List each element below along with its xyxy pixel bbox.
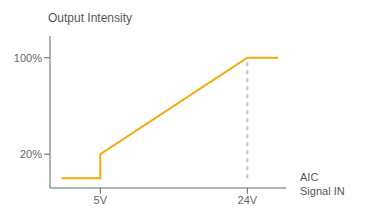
html-text:Output Intensity: Output Intensity (48, 11, 132, 25)
html-text:AIC Signal IN: AIC Signal IN (300, 171, 345, 197)
svg-text:24V: 24V (238, 194, 258, 206)
svg-text:5V: 5V (94, 194, 108, 206)
svg-text:100%: 100% (14, 52, 42, 64)
svg-text:20%: 20% (20, 148, 42, 160)
